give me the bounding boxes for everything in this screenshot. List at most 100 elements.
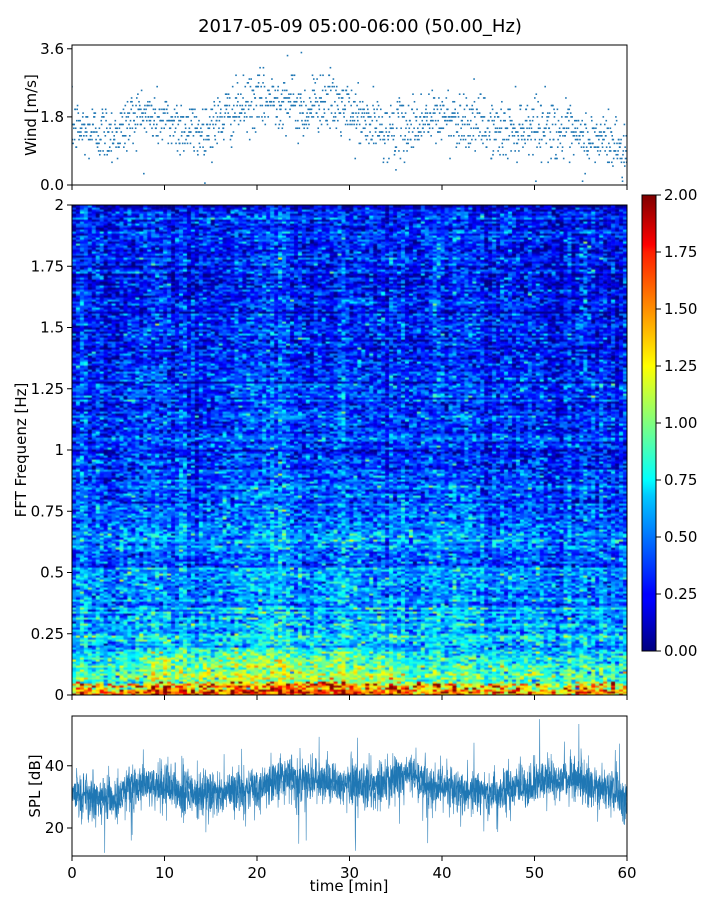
wind-point <box>290 93 292 95</box>
wind-point <box>462 93 465 95</box>
wind-point <box>454 112 456 114</box>
wind-point <box>430 116 433 118</box>
wind-point <box>491 119 494 122</box>
wind-point <box>238 112 241 114</box>
wind-point <box>309 112 311 114</box>
wind-point <box>542 135 545 137</box>
wind-point <box>334 100 336 103</box>
wind-point <box>536 146 538 148</box>
wind-point <box>532 116 535 118</box>
wind-point <box>184 142 186 145</box>
wind-point <box>177 123 180 126</box>
wind-point <box>203 138 205 141</box>
wind-point <box>441 127 443 130</box>
wind-point <box>465 146 467 148</box>
wind-point <box>456 142 458 145</box>
wind-point <box>291 74 294 77</box>
wind-point <box>336 104 339 107</box>
wind-point <box>540 104 542 107</box>
wind-point <box>606 153 608 156</box>
wind-point <box>378 116 380 118</box>
colorbar-tick-label: 0.75 <box>664 471 697 489</box>
wind-point <box>276 97 279 99</box>
wind-point <box>109 138 112 141</box>
wind-point <box>597 146 600 148</box>
wind-point <box>288 97 291 99</box>
wind-point <box>200 135 203 137</box>
wind-point <box>87 123 90 126</box>
wind-point <box>599 150 602 152</box>
wind-point <box>551 146 553 148</box>
wind-point <box>371 138 373 141</box>
wind-point <box>446 119 449 122</box>
wind-point <box>153 119 155 122</box>
wind-point <box>379 138 382 141</box>
wind-point <box>254 131 257 133</box>
wind-point <box>223 123 225 126</box>
wind-point <box>98 127 101 130</box>
wind-point <box>231 108 234 111</box>
wind-point <box>598 138 600 141</box>
wind-points <box>72 51 627 184</box>
wind-point <box>339 131 342 133</box>
wind-point <box>539 146 542 148</box>
wind-point <box>614 123 616 126</box>
wind-point <box>214 135 216 137</box>
wind-point <box>554 157 556 160</box>
wind-point <box>409 138 412 141</box>
wind-point <box>178 119 180 122</box>
wind-point <box>121 123 123 126</box>
wind-point <box>294 119 297 122</box>
wind-point <box>72 138 74 141</box>
wind-point <box>175 104 178 107</box>
wind-point <box>303 127 305 130</box>
wind-point <box>196 127 198 130</box>
wind-point <box>399 104 401 107</box>
wind-point <box>196 150 199 152</box>
wind-point <box>355 112 357 114</box>
wind-point <box>479 93 482 95</box>
wind-point <box>344 104 346 107</box>
wind-point <box>358 108 360 111</box>
wind-point <box>369 116 372 118</box>
wind-point <box>247 82 250 84</box>
wind-point <box>105 119 107 122</box>
wind-point <box>145 119 148 122</box>
wind-point <box>183 131 186 133</box>
wind-point <box>419 116 422 118</box>
wind-point <box>554 123 557 126</box>
wind-point <box>249 85 252 88</box>
y-tick-label: 40 <box>45 757 64 775</box>
wind-point <box>275 97 277 99</box>
wind-point <box>146 104 149 107</box>
wind-point <box>281 100 283 103</box>
wind-point <box>258 97 261 99</box>
wind-point <box>237 100 239 103</box>
wind-point <box>590 116 593 118</box>
wind-point <box>300 51 303 54</box>
wind-point <box>566 116 568 118</box>
wind-point <box>288 93 290 95</box>
wind-point <box>199 146 201 148</box>
wind-point <box>220 108 222 111</box>
wind-point <box>510 150 512 152</box>
wind-point <box>530 127 533 130</box>
wind-point <box>77 119 80 122</box>
wind-point <box>110 123 112 126</box>
wind-point <box>180 104 183 107</box>
wind-point <box>169 127 172 130</box>
wind-point <box>283 82 286 84</box>
wind-point <box>210 119 213 122</box>
wind-point <box>216 116 219 118</box>
wind-point <box>381 123 383 126</box>
wind-point <box>80 127 83 130</box>
wind-point <box>386 112 388 114</box>
wind-point <box>378 131 381 133</box>
wind-point <box>625 135 627 137</box>
x-axis-label: time [min] <box>310 877 389 895</box>
y-tick-label: 20 <box>45 819 64 837</box>
wind-point <box>525 119 528 122</box>
wind-point <box>611 135 613 137</box>
wind-point <box>469 119 472 122</box>
wind-point <box>205 108 208 111</box>
